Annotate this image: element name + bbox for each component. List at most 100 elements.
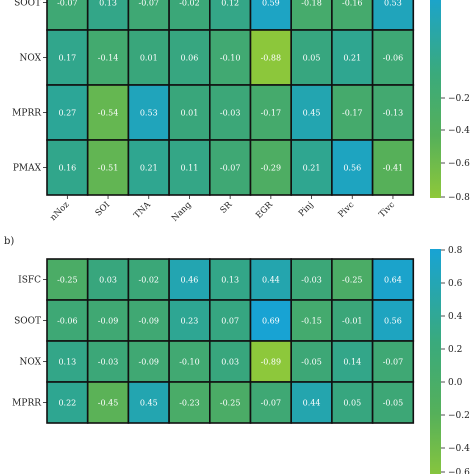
cell-value-label: -0.89 — [261, 358, 282, 367]
cell-value-label: 0.05 — [303, 54, 321, 63]
cell-value-label: 0.16 — [58, 164, 76, 173]
cell-value-label: -0.54 — [98, 109, 119, 118]
heatmap-cell — [168, 29, 211, 86]
colorbar-tick-label: −0.6 — [448, 468, 470, 474]
cell-value-label: 0.07 — [221, 317, 239, 326]
colorbar-tick-label: 0.0 — [448, 378, 463, 388]
row-label: NOX — [19, 54, 41, 64]
heatmap-cell — [371, 84, 415, 141]
cell-value-label: 0.21 — [303, 164, 321, 173]
cell-value-label: 0.59 — [262, 0, 280, 8]
colorbar-a-ticks: −0.2 −0.4 −0.6 −0.8 — [441, 94, 470, 203]
cell-value-label: 0.45 — [140, 399, 158, 408]
heatmap-cell — [249, 258, 293, 301]
heatmap-cell — [371, 258, 415, 301]
row-label: PMAX — [13, 164, 42, 174]
cell-value-label: -0.07 — [261, 399, 282, 408]
heatmap-cell — [86, 340, 130, 383]
heatmap-cell — [86, 139, 130, 196]
cell-value-label: 0.23 — [181, 317, 199, 326]
cell-value-label: 0.53 — [384, 0, 402, 8]
cell-value-label: -0.05 — [301, 358, 322, 367]
cell-value-label: -0.45 — [98, 399, 119, 408]
cell-value-label: -0.15 — [301, 317, 322, 326]
heatmap-cell — [209, 258, 252, 301]
colorbar-tick-label: −0.4 — [448, 444, 470, 454]
cell-value-label: -0.09 — [138, 358, 159, 367]
heatmap-panel-a: SOOT -0.07 0.13 -0.07 -0.02 0.12 0.59 -0.18 -0.1… — [12, 0, 415, 224]
cell-value-label: -0.16 — [342, 0, 363, 8]
heatmap-cell — [209, 139, 252, 196]
cell-value-label: 0.27 — [58, 109, 76, 118]
cell-value-label: -0.51 — [98, 164, 119, 173]
cell-value-label: 0.01 — [181, 109, 199, 118]
cell-value-label: -0.13 — [383, 109, 404, 118]
col-label: Pivc — [337, 200, 357, 220]
cell-value-label: -0.14 — [98, 54, 119, 63]
heatmap-cell — [168, 381, 211, 424]
col-label: SR — [219, 200, 235, 216]
heatmap-cell — [331, 381, 374, 424]
cell-value-label: -0.10 — [179, 358, 200, 367]
heatmap-cell — [371, 340, 415, 383]
cell-value-label: 0.06 — [181, 54, 199, 63]
cell-value-label: -0.07 — [383, 358, 404, 367]
heatmap-cell — [46, 139, 89, 196]
cell-value-label: 0.21 — [343, 54, 361, 63]
heatmap-cell — [127, 139, 170, 196]
heatmap-cell — [46, 299, 89, 342]
cell-value-label: -0.17 — [261, 109, 282, 118]
heatmap-cell — [86, 381, 130, 424]
cell-value-label: -0.18 — [301, 0, 322, 8]
cell-value-label: 0.46 — [181, 276, 199, 285]
colorbar-b — [430, 249, 441, 474]
heatmap-cell — [371, 381, 415, 424]
cell-value-label: 0.01 — [140, 54, 158, 63]
heatmap-panel-b: ISFC -0.25 0.03 -0.02 0.46 0.13 0.44 -0.03 -0.25… — [12, 258, 415, 424]
cell-value-label: -0.29 — [261, 164, 282, 173]
heatmap-cell — [168, 84, 211, 141]
colorbar-tick-label: 0.4 — [448, 312, 463, 322]
cell-value-label: 0.21 — [140, 164, 158, 173]
colorbar-a — [430, 0, 441, 198]
col-label: EGR — [254, 200, 275, 221]
cell-value-label: 0.03 — [221, 358, 239, 367]
heatmap-cell — [249, 299, 293, 342]
cell-value-label: -0.23 — [179, 399, 200, 408]
heatmap-cell — [209, 381, 252, 424]
heatmap-cell — [290, 381, 333, 424]
colorbar-tick-label: −0.2 — [448, 411, 470, 421]
colorbar-b-ticks: 0.8 0.6 0.4 0.2 0.0 −0.2 −0.4 −0.6 — [441, 246, 470, 474]
cell-value-label: -0.06 — [57, 317, 78, 326]
cell-value-label: -0.25 — [57, 276, 78, 285]
row-label: MPRR — [12, 109, 41, 119]
cell-value-label: -0.03 — [98, 358, 119, 367]
cell-value-label: 0.14 — [343, 358, 361, 367]
cell-value-label: -0.10 — [220, 54, 241, 63]
cell-value-label: -0.88 — [261, 54, 282, 63]
cell-value-label: -0.41 — [383, 164, 404, 173]
colorbar-tick-label: −0.2 — [448, 94, 470, 104]
cell-value-label: 0.03 — [99, 276, 117, 285]
cell-value-label: -0.03 — [301, 276, 322, 285]
heatmap-cell — [46, 258, 89, 301]
cell-value-label: 0.17 — [58, 54, 76, 63]
cell-value-label: 0.44 — [262, 276, 280, 285]
cell-value-label: -0.03 — [220, 109, 241, 118]
colorbar-tick-label: 0.8 — [448, 246, 463, 256]
heatmap-cell — [46, 381, 89, 424]
cell-value-label: 0.69 — [262, 317, 280, 326]
cell-value-label: -0.17 — [342, 109, 363, 118]
cell-value-label: -0.07 — [220, 164, 241, 173]
heatmap-cell — [290, 340, 333, 383]
cell-value-label: -0.07 — [138, 0, 159, 8]
cell-value-label: -0.05 — [383, 399, 404, 408]
cell-value-label: 0.45 — [303, 109, 321, 118]
cell-value-label: 0.44 — [303, 399, 321, 408]
heatmap-cell — [127, 381, 170, 424]
cell-value-label: 0.22 — [58, 399, 76, 408]
heatmap-cell — [46, 29, 89, 86]
col-label: TNA — [132, 199, 153, 220]
cell-value-label: -0.06 — [383, 54, 404, 63]
